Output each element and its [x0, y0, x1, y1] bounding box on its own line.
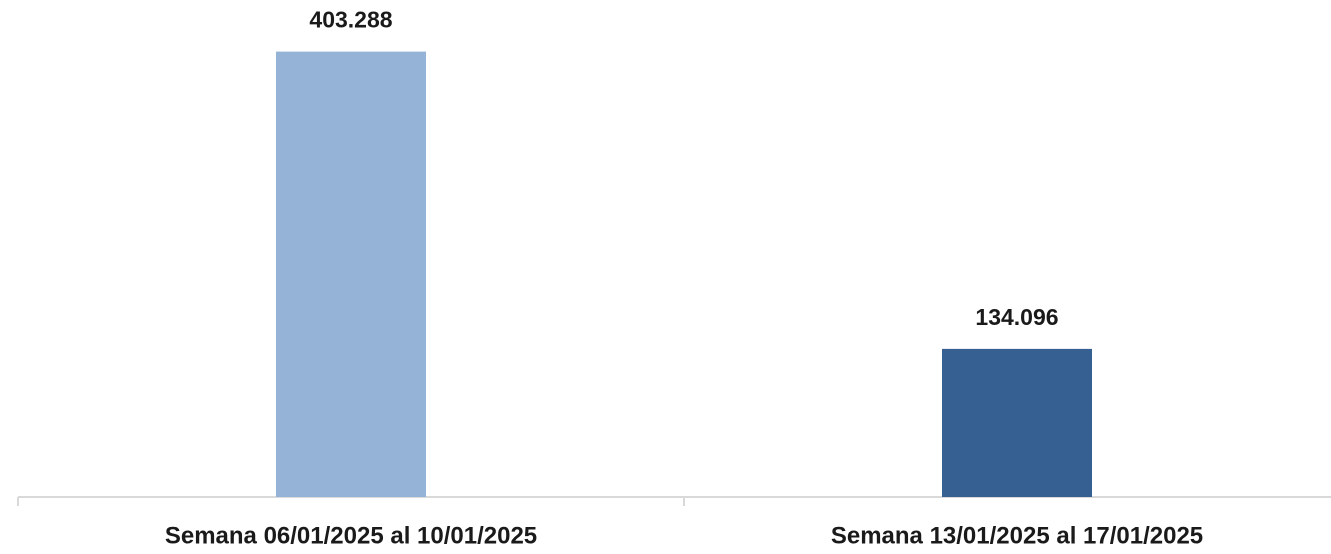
- bar: [276, 51, 426, 497]
- x-tick-label: Semana 13/01/2025 al 17/01/2025: [831, 522, 1203, 549]
- value-label: 134.096: [975, 304, 1058, 330]
- x-tick-label: Semana 06/01/2025 al 10/01/2025: [165, 522, 537, 549]
- bar: [942, 348, 1092, 497]
- value-label: 403.288: [309, 7, 392, 33]
